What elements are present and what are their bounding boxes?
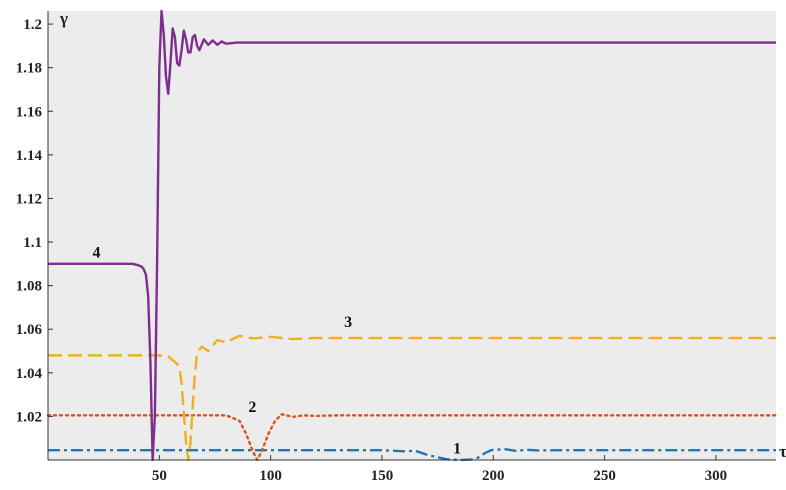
x-tick-label: 100 (259, 468, 282, 484)
y-axis-title: γ (59, 9, 68, 28)
series-line-2 (46, 413, 778, 462)
x-tick-label: 50 (152, 468, 167, 484)
y-tick-label: 1.04 (16, 366, 43, 382)
y-tick-label: 1.02 (16, 409, 42, 425)
series-label-1: 1 (453, 440, 461, 457)
y-tick-label: 1.06 (16, 322, 43, 338)
y-tick-label: 1.18 (16, 61, 42, 77)
y-tick-label: 1.2 (23, 17, 42, 33)
x-tick-label: 200 (482, 468, 505, 484)
y-tick-label: 1.08 (16, 279, 42, 295)
axes-layer: 50 100 150 200 250 300 1.02 1.04 1.06 1.08 1.1 1.12… (16, 11, 776, 484)
series-line-4 (48, 9, 776, 462)
series-label-2: 2 (248, 399, 256, 416)
series-label-4: 4 (93, 244, 101, 261)
y-tick-label: 1.14 (16, 148, 43, 164)
series-label-3: 3 (344, 314, 352, 331)
x-tick-label: 250 (593, 468, 616, 484)
series-layer: 1 2 3 4 (46, 9, 778, 462)
x-tick-label: 300 (705, 468, 728, 484)
series-line-1 (48, 447, 776, 462)
y-tick-label: 1.16 (16, 104, 43, 120)
series-line-3 (48, 334, 776, 462)
x-axis-title: τ (779, 442, 786, 461)
x-tick-label: 150 (371, 468, 394, 484)
y-tick-label: 1.12 (16, 191, 42, 207)
y-tick-label: 1.1 (23, 235, 42, 251)
